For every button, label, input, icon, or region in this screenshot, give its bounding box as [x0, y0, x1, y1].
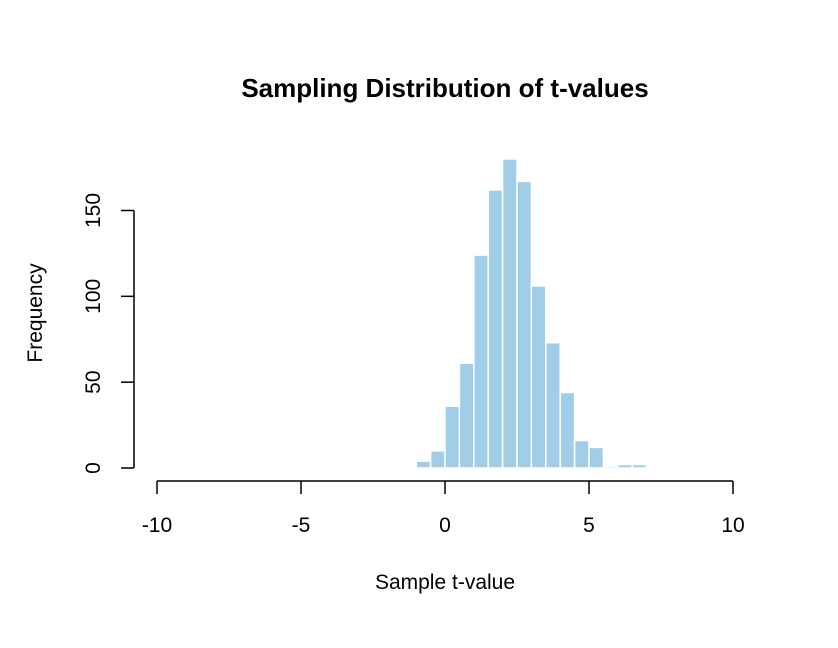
histogram-bar	[573, 439, 590, 469]
x-tick-label: 5	[583, 514, 595, 537]
y-tick-label: 100	[82, 279, 105, 314]
histogram-bar	[487, 189, 504, 469]
x-axis-label: Sample t-value	[375, 571, 515, 594]
histogram-bar	[617, 463, 633, 469]
x-axis: -10 -5 0 5 10	[142, 480, 745, 537]
histogram-bar	[588, 446, 605, 469]
y-tick-label: 0	[82, 462, 105, 474]
histogram-bar	[530, 285, 547, 469]
chart-title: Sampling Distribution of t-values	[241, 73, 648, 103]
y-tick-label: 150	[82, 193, 105, 228]
histogram-bar	[501, 158, 518, 469]
x-tick-label: 10	[721, 514, 744, 537]
histogram-bar	[429, 450, 446, 469]
y-tick-label: 50	[82, 370, 105, 393]
histogram-bar	[415, 460, 432, 469]
y-axis: 0 50 100 150	[82, 193, 135, 474]
histogram-bar	[473, 254, 489, 469]
histogram-bar	[559, 391, 576, 469]
histogram-bar	[545, 341, 561, 469]
histogram-bar	[458, 362, 475, 469]
histogram-bar	[602, 465, 619, 469]
histogram-bar	[516, 180, 533, 469]
x-tick-label: -10	[142, 514, 172, 537]
x-tick-label: 0	[439, 514, 451, 537]
y-axis-label: Frequency	[24, 263, 47, 363]
x-tick-label: -5	[292, 514, 311, 537]
histogram-bar	[631, 463, 648, 469]
histogram-bar	[444, 405, 461, 469]
histogram-bars	[415, 158, 648, 469]
